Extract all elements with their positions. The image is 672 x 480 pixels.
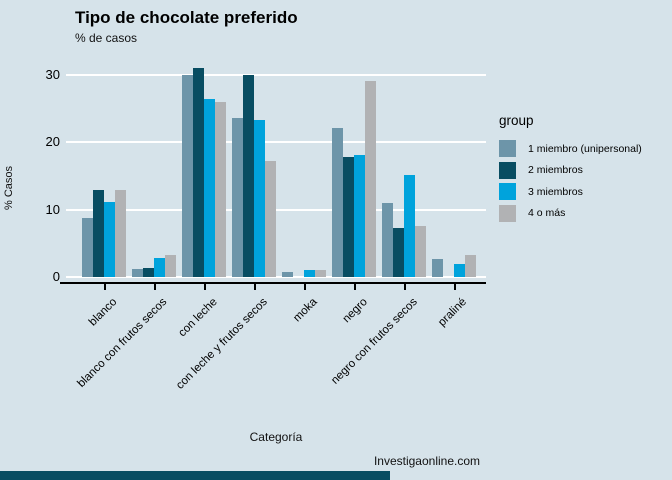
x-tick-label-text: negro (340, 296, 370, 326)
x-tick-label-text: moka (291, 296, 320, 325)
y-tick-label: 0 (52, 269, 60, 284)
legend: group 1 miembro (unipersonal) 2 miembros 3… (499, 113, 671, 226)
bar (404, 175, 415, 277)
x-tick (354, 284, 356, 290)
legend-swatch (499, 140, 516, 157)
bar (254, 119, 265, 277)
grid-line (66, 73, 486, 76)
bar (143, 267, 154, 277)
bar (465, 254, 476, 277)
bar (104, 202, 115, 277)
chart-title: Tipo de chocolate preferido (75, 8, 298, 27)
bar (82, 218, 93, 277)
x-tick (304, 284, 306, 290)
bar (343, 156, 354, 277)
x-tick (254, 284, 256, 290)
caption: Investigaonline.com (373, 454, 480, 468)
chart-subtitle: % de casos (75, 31, 138, 45)
legend-item: 2 miembros (499, 161, 671, 179)
bar (215, 102, 226, 277)
legend-swatch (499, 204, 516, 222)
bar (432, 258, 443, 277)
bar (204, 98, 215, 277)
legend-item: 1 miembro (unipersonal) (499, 140, 671, 157)
bar (165, 255, 176, 277)
legend-item: 4 o más (499, 204, 671, 222)
y-axis-title: % Casos (3, 165, 15, 211)
bar (315, 270, 326, 277)
footer-strip (0, 471, 390, 480)
bar (332, 127, 343, 277)
bar (93, 189, 104, 277)
bar (454, 264, 465, 277)
bar (382, 202, 393, 277)
plot-panel (66, 60, 486, 283)
y-tick-label: 30 (45, 66, 60, 82)
legend-item-label: 3 miembros (528, 185, 583, 198)
x-tick (404, 284, 406, 290)
bar (393, 227, 404, 277)
bar (243, 75, 254, 277)
legend-title: group (499, 113, 534, 128)
bar (282, 272, 293, 277)
x-tick-label-text: blanco (87, 296, 120, 329)
x-tick-label-text: praliné (436, 296, 470, 329)
grid-line (66, 276, 486, 278)
bar (182, 74, 193, 277)
x-tick (104, 284, 106, 290)
grid-line (66, 141, 486, 144)
x-tick-label-text: negro con frutos secos (328, 296, 420, 387)
y-tick-label: 20 (45, 134, 60, 150)
bar (232, 118, 243, 277)
legend-swatch (499, 161, 516, 179)
x-axis-line (60, 282, 486, 284)
y-tick-label: 10 (45, 201, 60, 217)
legend-item-label: 4 o más (528, 207, 566, 219)
bar (304, 270, 315, 277)
legend-item: 3 miembros (499, 183, 671, 200)
bar (265, 160, 276, 277)
bar (132, 268, 143, 277)
x-tick-label-text: blanco con frutos secos (75, 296, 170, 390)
bar (415, 226, 426, 277)
legend-item-label: 2 miembros (528, 164, 583, 176)
x-tick-label-text: con leche (176, 296, 220, 340)
bar (193, 67, 204, 277)
x-tick (154, 284, 156, 290)
legend-item-label: 1 miembro (unipersonal) (528, 142, 642, 155)
grid-line (66, 208, 486, 211)
x-tick-label-text: con leche y frutos secos (173, 296, 270, 392)
bar (154, 258, 165, 277)
bar (115, 189, 126, 277)
bar (365, 81, 376, 277)
x-tick (454, 284, 456, 290)
x-tick (204, 284, 206, 290)
legend-swatch (499, 183, 516, 200)
x-axis-title: Categoría (249, 430, 303, 444)
legend-items: 1 miembro (unipersonal) 2 miembros 3 miemb… (499, 140, 671, 222)
bar (354, 154, 365, 277)
